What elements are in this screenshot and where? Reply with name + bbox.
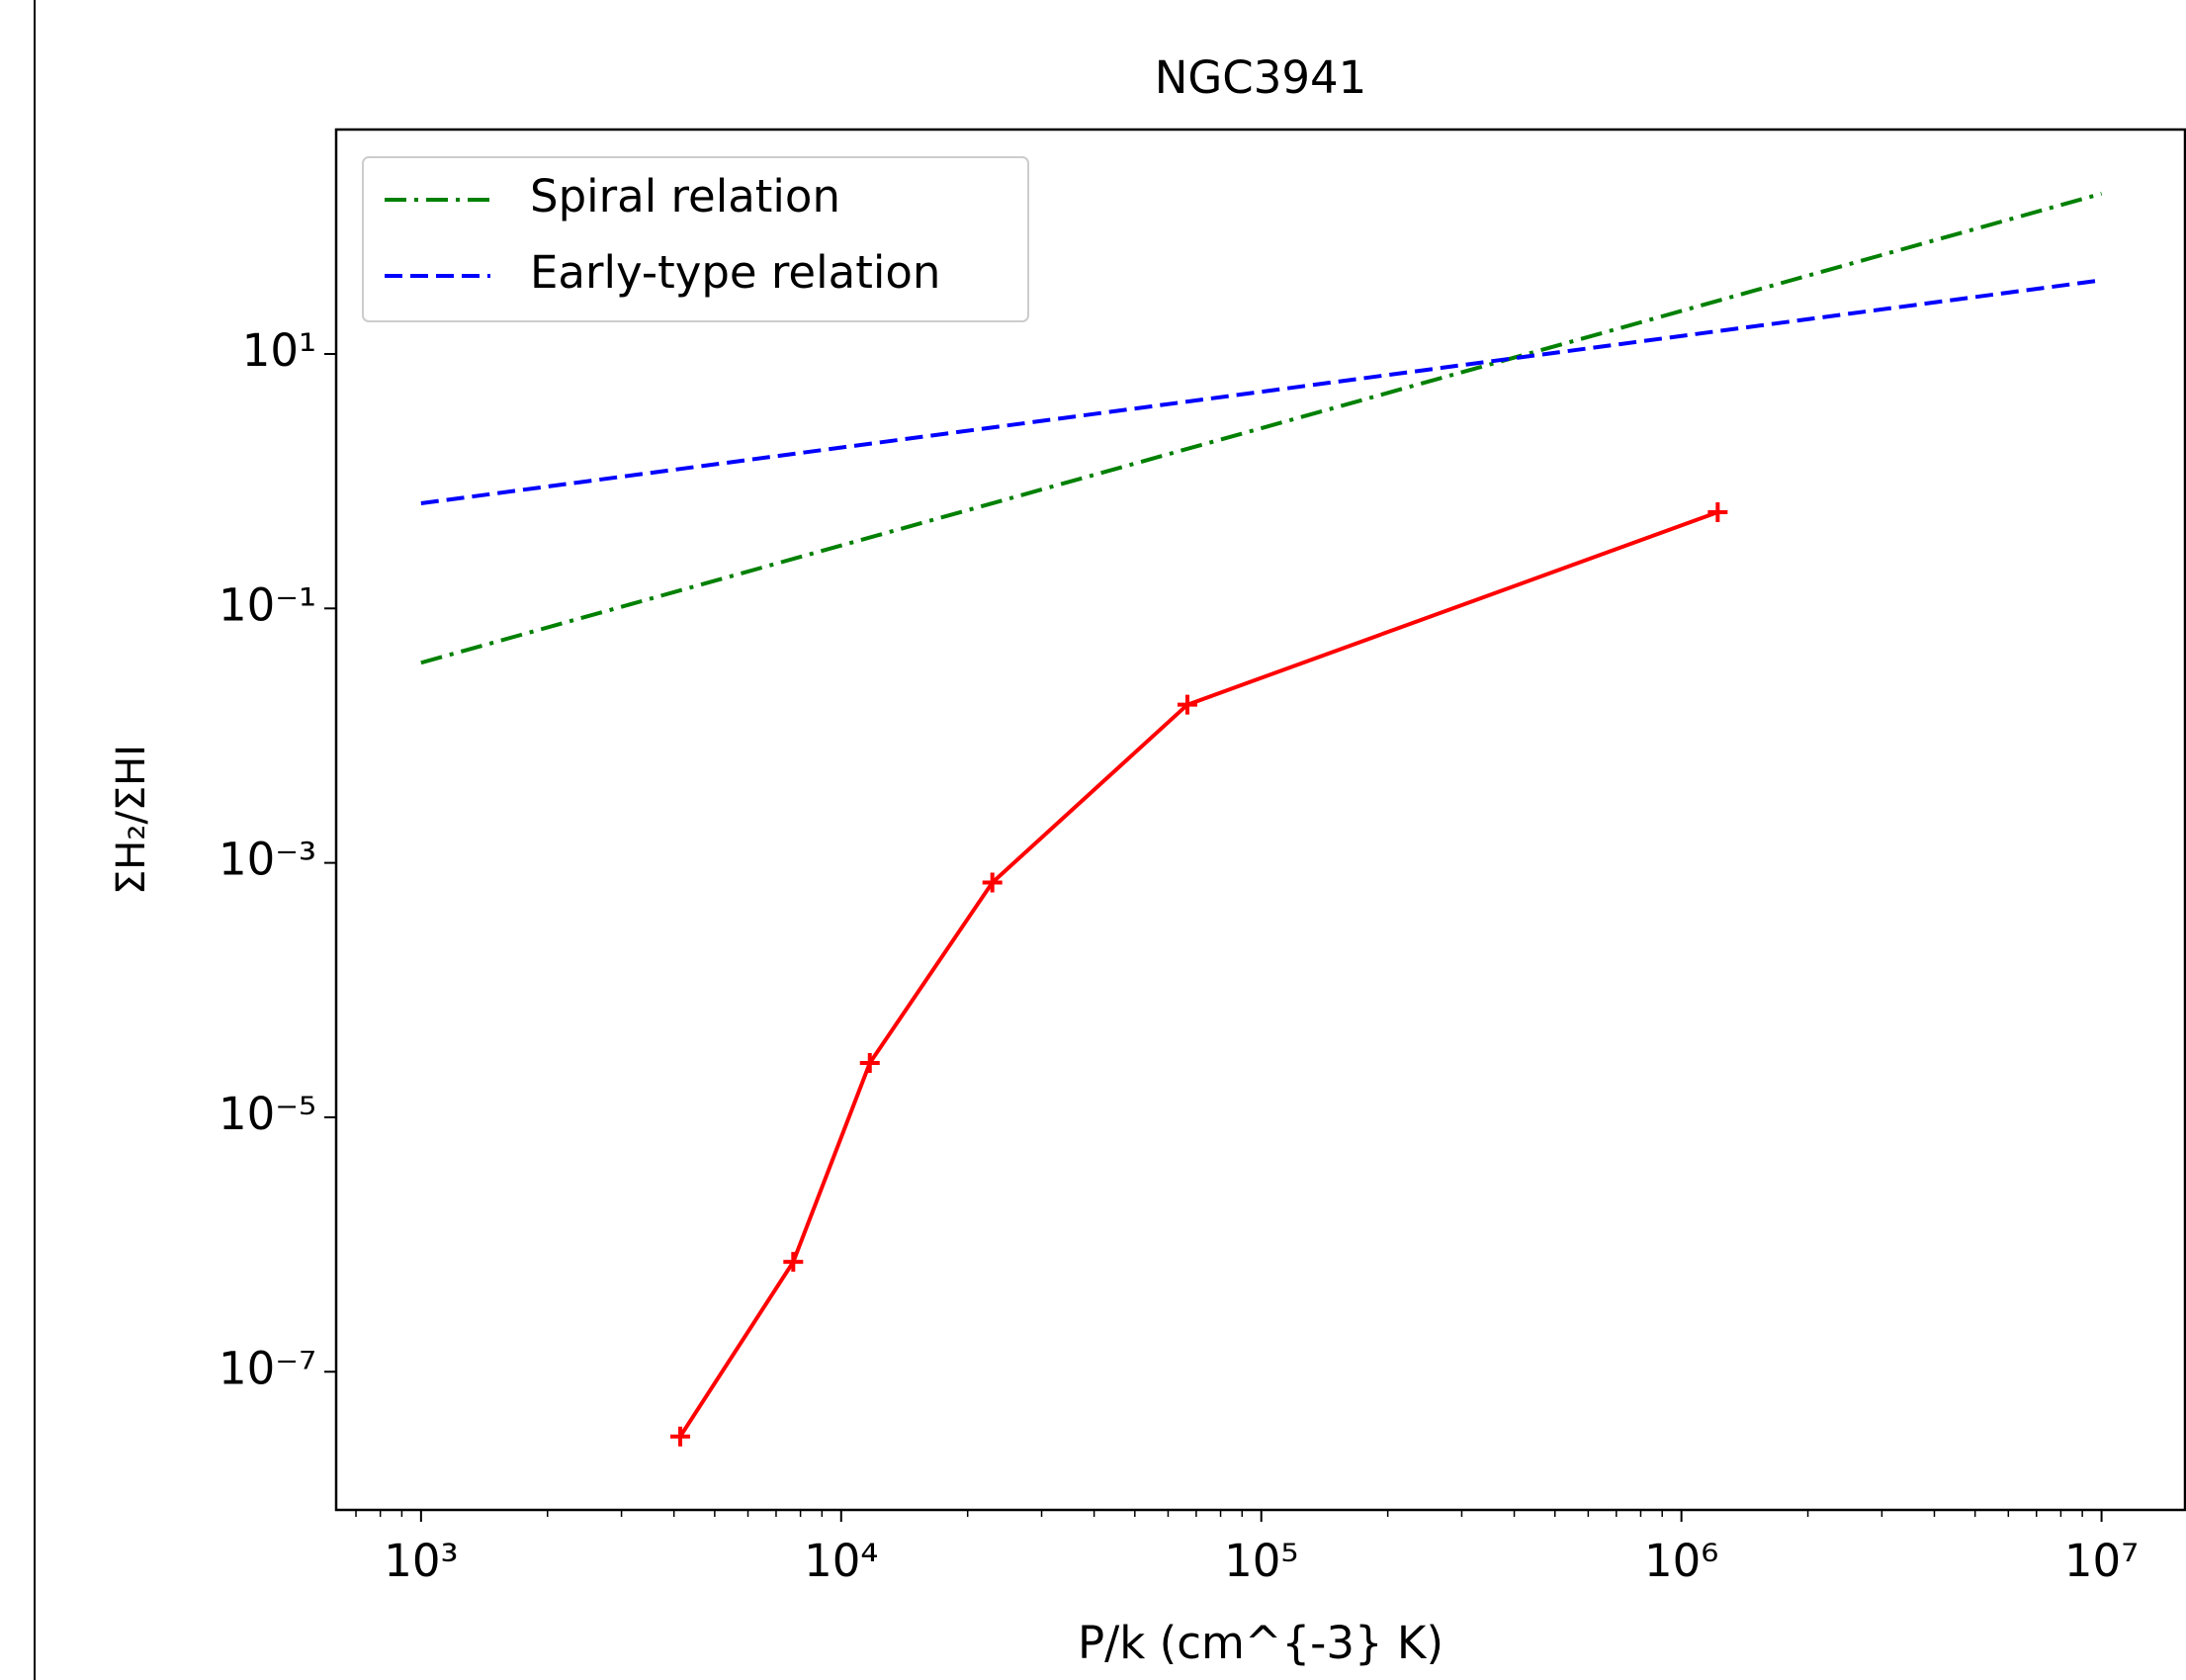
chart-title: NGC3941 — [1155, 51, 1366, 104]
y-tick-label: 10⁻⁵ — [219, 1088, 316, 1140]
y-tick-label: 10¹ — [242, 324, 316, 377]
point-marker — [670, 1426, 691, 1447]
x-axis-label: P/k (cm^{-3} K) — [1078, 1617, 1443, 1669]
x-tick-label: 10⁷ — [2064, 1535, 2139, 1587]
legend-box — [362, 156, 1029, 322]
point-marker — [1177, 694, 1197, 715]
legend-label: Early-type relation — [530, 246, 940, 299]
point-marker — [859, 1053, 880, 1074]
point-marker — [783, 1252, 804, 1273]
point-marker — [1707, 502, 1728, 523]
point-marker — [982, 872, 1003, 893]
x-tick-label: 10³ — [384, 1535, 458, 1587]
x-tick-label: 10⁶ — [1644, 1535, 1718, 1587]
series-line — [420, 191, 2103, 665]
plot-frame — [334, 128, 2186, 1512]
x-tick-label: 10⁵ — [1224, 1535, 1298, 1587]
series-line — [678, 510, 1719, 1438]
y-tick-label: 10⁻¹ — [219, 578, 316, 631]
y-tick-label: 10⁻³ — [219, 834, 316, 886]
x-tick-label: 10⁴ — [804, 1535, 878, 1587]
y-axis-label: ΣH₂/ΣHI — [109, 745, 154, 895]
legend-label: Spiral relation — [530, 170, 840, 222]
y-tick-label: 10⁻⁷ — [219, 1342, 316, 1394]
